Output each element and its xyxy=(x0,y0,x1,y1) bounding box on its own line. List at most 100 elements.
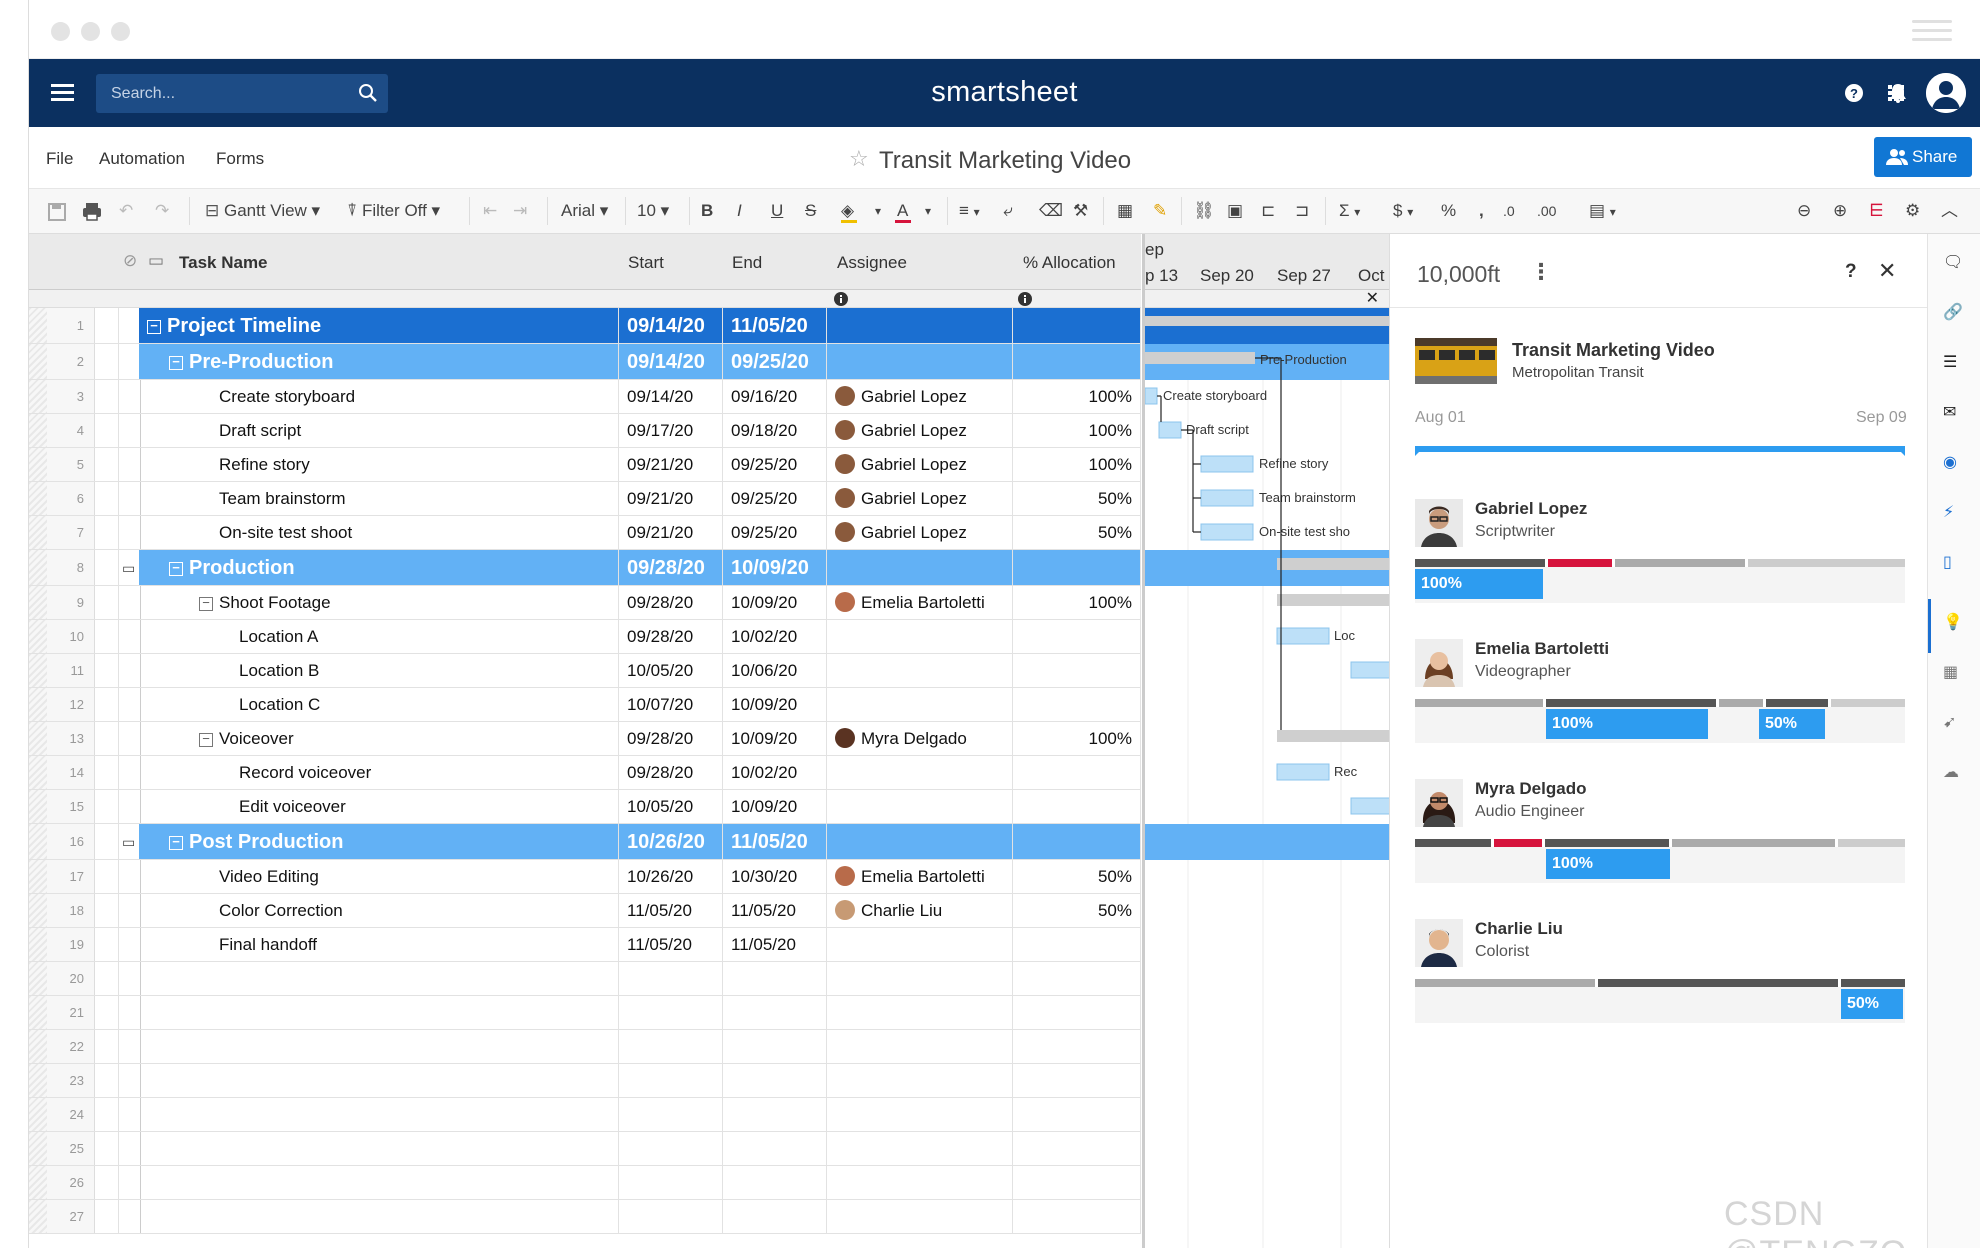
table-row[interactable]: 9 − Shoot Footage 09/28/20 10/09/20 Emelia Ba… xyxy=(29,586,1141,620)
collapse-toggle-icon[interactable]: − xyxy=(169,355,183,370)
attachment-cell[interactable] xyxy=(95,1132,119,1165)
cell-task[interactable]: − Pre-Production xyxy=(139,344,619,379)
cell-start[interactable] xyxy=(619,1098,723,1131)
cell-task[interactable]: Location A xyxy=(139,620,619,653)
comment-icon[interactable]: ▭ xyxy=(122,834,136,850)
collapse-toggle-icon[interactable]: − xyxy=(169,835,183,850)
cell-task[interactable] xyxy=(139,1132,619,1165)
dependency-icon[interactable]: ⊏ xyxy=(1261,201,1276,220)
comment-cell[interactable] xyxy=(119,448,141,481)
bold-button[interactable]: B xyxy=(701,201,714,220)
strikethrough-button[interactable]: S xyxy=(805,201,817,220)
font-family-dropdown[interactable]: Arial ▾ xyxy=(561,201,609,220)
gantt-task-bar[interactable] xyxy=(1145,387,1158,405)
save-icon[interactable] xyxy=(47,198,67,224)
attachment-cell[interactable] xyxy=(95,928,119,961)
cell-alloc[interactable] xyxy=(1013,1200,1141,1233)
row-number[interactable]: 27 xyxy=(29,1200,95,1233)
row-number[interactable]: 23 xyxy=(29,1064,95,1097)
cell-start[interactable]: 09/28/20 xyxy=(619,586,723,619)
row-number[interactable]: 20 xyxy=(29,962,95,995)
attachment-cell[interactable] xyxy=(95,550,119,585)
panel-close-icon[interactable]: ✕ xyxy=(1878,258,1897,283)
collapse-toggle-icon[interactable]: − xyxy=(169,561,183,576)
comment-cell[interactable] xyxy=(119,654,141,687)
cell-end[interactable]: 11/05/20 xyxy=(723,824,827,859)
attachment-cell[interactable] xyxy=(95,1200,119,1233)
cell-task[interactable]: − Voiceover xyxy=(139,722,619,755)
cell-task[interactable] xyxy=(139,1166,619,1199)
font-size-dropdown[interactable]: 10 ▾ xyxy=(637,201,670,220)
print-icon[interactable] xyxy=(81,198,103,224)
cell-assignee[interactable]: Gabriel Lopez xyxy=(827,482,1013,515)
cell-assignee[interactable]: Myra Delgado xyxy=(827,722,1013,755)
gantt-row-section[interactable] xyxy=(1145,824,1389,860)
row-number[interactable]: 17 xyxy=(29,860,95,893)
row-number[interactable]: 8 xyxy=(29,550,95,585)
gantt-summary-bar[interactable] xyxy=(1145,316,1389,326)
cell-task[interactable]: Edit voiceover xyxy=(139,790,619,823)
table-row[interactable]: 24 xyxy=(29,1098,1141,1132)
cell-assignee[interactable] xyxy=(827,928,1013,961)
gantt-summary-bar[interactable] xyxy=(1145,352,1255,364)
cell-assignee[interactable]: Gabriel Lopez xyxy=(827,448,1013,481)
attachment-cell[interactable] xyxy=(95,1064,119,1097)
cell-assignee[interactable] xyxy=(827,962,1013,995)
cell-alloc[interactable]: 50% xyxy=(1013,482,1141,515)
cell-end[interactable]: 10/09/20 xyxy=(723,688,827,721)
comment-cell[interactable] xyxy=(119,1064,141,1097)
cell-alloc[interactable] xyxy=(1013,962,1141,995)
collapse-toggle-icon[interactable]: − xyxy=(199,596,213,611)
cell-task[interactable]: Team brainstorm xyxy=(139,482,619,515)
cell-start[interactable] xyxy=(619,1064,723,1097)
integrations-icon[interactable]: ➹ xyxy=(1943,714,1957,731)
column-header-end[interactable]: End xyxy=(732,253,763,272)
cell-alloc[interactable] xyxy=(1013,928,1141,961)
table-row[interactable]: 7 On-site test shoot 09/21/20 09/25/20 Gabri… xyxy=(29,516,1141,550)
gantt-task-bar[interactable] xyxy=(1158,421,1182,439)
cell-task[interactable]: Record voiceover xyxy=(139,756,619,789)
attachment-cell[interactable] xyxy=(95,380,119,413)
cell-end[interactable]: 10/09/20 xyxy=(723,586,827,619)
table-row[interactable]: 2 − Pre-Production 09/14/20 09/25/20 xyxy=(29,344,1141,380)
comment-cell[interactable] xyxy=(119,1200,141,1233)
window-close-dot[interactable] xyxy=(51,22,70,41)
cell-start[interactable] xyxy=(619,962,723,995)
comment-cell[interactable] xyxy=(119,962,141,995)
attachment-cell[interactable] xyxy=(95,1030,119,1063)
cell-end[interactable]: 11/05/20 xyxy=(723,928,827,961)
cell-assignee[interactable] xyxy=(827,550,1013,585)
cell-assignee[interactable]: Gabriel Lopez xyxy=(827,516,1013,549)
zoom-out-icon[interactable]: ⊖ xyxy=(1797,201,1812,220)
cell-alloc[interactable] xyxy=(1013,824,1141,859)
row-number[interactable]: 24 xyxy=(29,1098,95,1131)
table-row[interactable]: 26 xyxy=(29,1166,1141,1200)
cell-start[interactable]: 09/21/20 xyxy=(619,516,723,549)
cell-alloc[interactable] xyxy=(1013,790,1141,823)
cell-assignee[interactable] xyxy=(827,1030,1013,1063)
comment-cell[interactable]: ▭ xyxy=(119,550,141,585)
attachment-cell[interactable] xyxy=(95,482,119,515)
collapse-toolbar-icon[interactable]: ︿ xyxy=(1941,201,1958,220)
publish-icon[interactable]: ◉ xyxy=(1943,454,1957,471)
cell-start[interactable]: 09/14/20 xyxy=(619,308,723,343)
redo-icon[interactable]: ↷ xyxy=(155,201,170,220)
hamburger-menu-icon[interactable] xyxy=(51,84,74,102)
attachment-cell[interactable] xyxy=(95,414,119,447)
comment-cell[interactable] xyxy=(119,380,141,413)
window-minimize-dot[interactable] xyxy=(81,22,100,41)
cell-alloc[interactable]: 100% xyxy=(1013,722,1141,755)
cell-task[interactable]: − Shoot Footage xyxy=(139,586,619,619)
row-number[interactable]: 16 xyxy=(29,824,95,859)
cell-assignee[interactable] xyxy=(827,1098,1013,1131)
row-number[interactable]: 18 xyxy=(29,894,95,927)
comment-cell[interactable] xyxy=(119,414,141,447)
row-number[interactable]: 25 xyxy=(29,1132,95,1165)
comment-cell[interactable] xyxy=(119,894,141,927)
comment-cell[interactable] xyxy=(119,1030,141,1063)
cell-assignee[interactable] xyxy=(827,996,1013,1029)
filter-dropdown[interactable]: ⍒ Filter Off ▾ xyxy=(347,201,441,220)
attachment-cell[interactable] xyxy=(95,516,119,549)
cell-alloc[interactable]: 50% xyxy=(1013,894,1141,927)
cell-alloc[interactable] xyxy=(1013,654,1141,687)
